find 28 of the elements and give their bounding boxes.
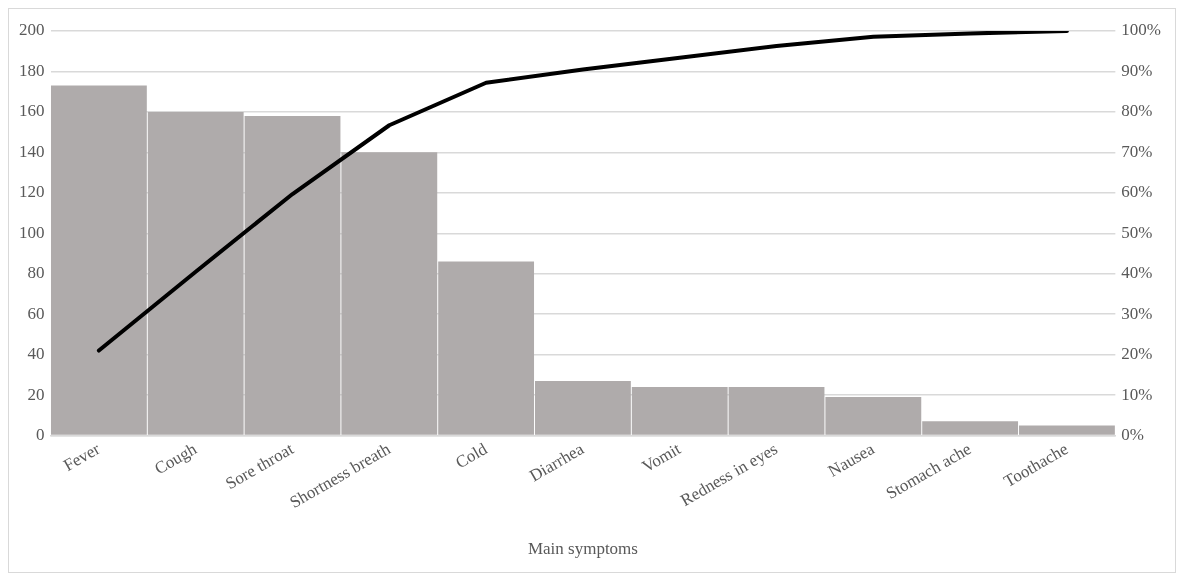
- x-tick-label: Cough: [151, 438, 201, 479]
- y2-tick-label: 60%: [1121, 182, 1153, 202]
- y-tick-label: 100: [19, 222, 45, 242]
- y2-tick-label: 100%: [1121, 20, 1162, 40]
- x-axis-title: Main symptoms: [527, 539, 638, 559]
- y-tick-label: 140: [19, 141, 45, 161]
- y-tick-label: 180: [19, 60, 45, 80]
- y-tick-label: 0: [36, 424, 45, 444]
- y2-tick-label: 70%: [1121, 141, 1153, 161]
- y2-tick-label: 90%: [1121, 60, 1153, 80]
- y2-tick-label: 50%: [1121, 222, 1153, 242]
- y-tick-label: 60: [27, 303, 45, 323]
- x-tick-label: Fever: [60, 439, 104, 476]
- y-tick-label: 200: [19, 20, 45, 40]
- y2-tick-label: 10%: [1121, 384, 1153, 404]
- x-tick-label: Vomit: [638, 439, 685, 477]
- y2-tick-label: 20%: [1121, 344, 1153, 364]
- y-tick-label: 20: [27, 384, 45, 404]
- y2-tick-label: 30%: [1121, 303, 1153, 323]
- y-tick-label: 40: [27, 344, 45, 364]
- y-tick-label: 80: [27, 263, 45, 283]
- y2-tick-label: 0%: [1121, 424, 1145, 444]
- x-tick-label: Sore throat: [222, 439, 297, 494]
- y2-tick-label: 40%: [1121, 263, 1153, 283]
- x-tick-label: Cold: [452, 438, 491, 473]
- y-tick-label: 120: [19, 182, 45, 202]
- y-tick-label: 160: [19, 101, 45, 121]
- y2-tick-label: 80%: [1121, 101, 1153, 121]
